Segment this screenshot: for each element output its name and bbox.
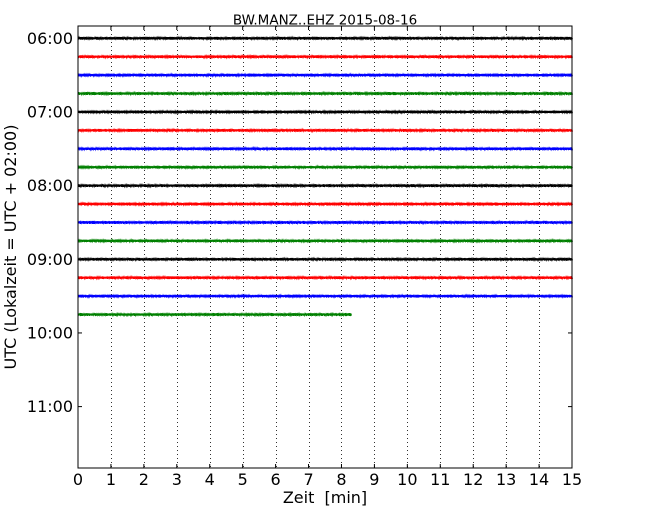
x-tick-label: 7 bbox=[303, 470, 313, 489]
trace-0915 bbox=[77, 274, 573, 281]
x-tick-label: 1 bbox=[106, 470, 116, 489]
x-tick-label: 10 bbox=[397, 470, 417, 489]
x-axis-label: Zeit [min] bbox=[283, 488, 367, 507]
trace-0715 bbox=[77, 127, 573, 134]
trace-0900 bbox=[77, 256, 573, 263]
plot-frame bbox=[77, 25, 573, 469]
x-tick-label: 13 bbox=[496, 470, 516, 489]
x-tick-label: 0 bbox=[73, 470, 83, 489]
y-tick-label: 09:00 bbox=[27, 250, 73, 269]
y-tick-label: 10:00 bbox=[27, 323, 73, 342]
trace-0815 bbox=[77, 201, 573, 207]
x-tick-label: 4 bbox=[205, 470, 215, 489]
x-tick-label: 15 bbox=[562, 470, 582, 489]
trace-0615 bbox=[77, 53, 573, 60]
y-tick-labels: 06:00 07:00 08:00 09:00 10:00 11:00 bbox=[27, 29, 73, 416]
x-tick-label: 2 bbox=[139, 470, 149, 489]
trace-0630 bbox=[77, 72, 573, 78]
y-tick-label: 11:00 bbox=[27, 397, 73, 416]
trace-0845 bbox=[77, 238, 573, 244]
x-tick-label: 9 bbox=[369, 470, 379, 489]
trace-0945 bbox=[77, 311, 352, 318]
x-tick-label: 5 bbox=[238, 470, 248, 489]
chart-title: BW.MANZ..EHZ 2015-08-16 bbox=[233, 13, 417, 29]
x-tick-label: 3 bbox=[172, 470, 182, 489]
x-tick-label: 8 bbox=[336, 470, 346, 489]
x-tick-label: 14 bbox=[529, 470, 549, 489]
x-tick-label: 11 bbox=[430, 470, 450, 489]
trace-0700 bbox=[77, 109, 573, 115]
y-tick-label: 06:00 bbox=[27, 29, 73, 48]
x-tick-label: 6 bbox=[271, 470, 281, 489]
trace-0730 bbox=[77, 145, 573, 152]
y-axis-label: UTC (Lokalzeit = UTC + 02:00) bbox=[1, 125, 20, 370]
grid-lines bbox=[111, 26, 540, 468]
trace-lines bbox=[77, 35, 573, 318]
trace-0645 bbox=[77, 90, 573, 97]
y-tick-label: 07:00 bbox=[27, 102, 73, 121]
x-tick-labels: 0 1 2 3 4 5 6 7 8 9 10 11 12 13 14 15 bbox=[73, 470, 582, 489]
plot-area bbox=[78, 26, 572, 468]
trace-0800 bbox=[77, 182, 573, 189]
y-tick-label: 08:00 bbox=[27, 176, 73, 195]
trace-0600 bbox=[77, 35, 573, 42]
trace-0830 bbox=[77, 219, 573, 226]
trace-0745 bbox=[77, 164, 573, 170]
trace-0930 bbox=[77, 293, 573, 299]
x-tick-label: 12 bbox=[463, 470, 483, 489]
